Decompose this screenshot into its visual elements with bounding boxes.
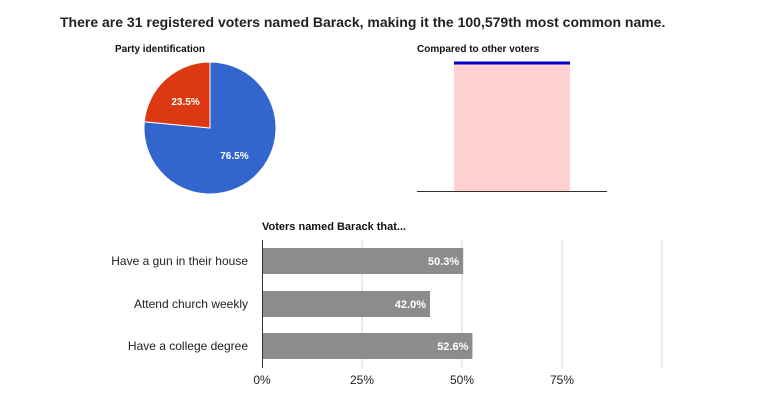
- bar-chart-title: Voters named Barack that...: [262, 221, 407, 233]
- voters-bar-chart: Have a gun in their house 50.3% Attend chu…: [111, 240, 663, 387]
- pie-slice: [143, 61, 277, 195]
- page-title: There are 31 registered voters named Bar…: [60, 14, 666, 30]
- x-tick-label: 25%: [350, 373, 374, 387]
- pie-slice: [143, 61, 211, 129]
- x-tick-label: 75%: [550, 373, 574, 387]
- comparison-chart: [417, 61, 607, 192]
- x-tick-label: 50%: [450, 373, 474, 387]
- category-label: Attend church weekly: [134, 297, 248, 311]
- pie-slice-label: 23.5%: [171, 97, 199, 108]
- bar: [262, 291, 430, 317]
- comparison-bar: [454, 63, 570, 191]
- bar: [262, 333, 473, 359]
- pie-chart-title: Party identification: [115, 44, 206, 55]
- category-label: Have a college degree: [128, 339, 248, 353]
- bar-value-label: 50.3%: [428, 256, 459, 268]
- bar-value-label: 42.0%: [395, 299, 426, 311]
- category-label: Have a gun in their house: [111, 254, 248, 268]
- party-pie-chart: 76.5% 23.5%: [143, 61, 277, 195]
- comparison-chart-title: Compared to other voters: [417, 44, 540, 55]
- pie-slice-label: 76.5%: [220, 151, 248, 162]
- bar: [262, 248, 464, 274]
- x-tick-label: 0%: [253, 373, 271, 387]
- bar-value-label: 52.6%: [437, 341, 468, 353]
